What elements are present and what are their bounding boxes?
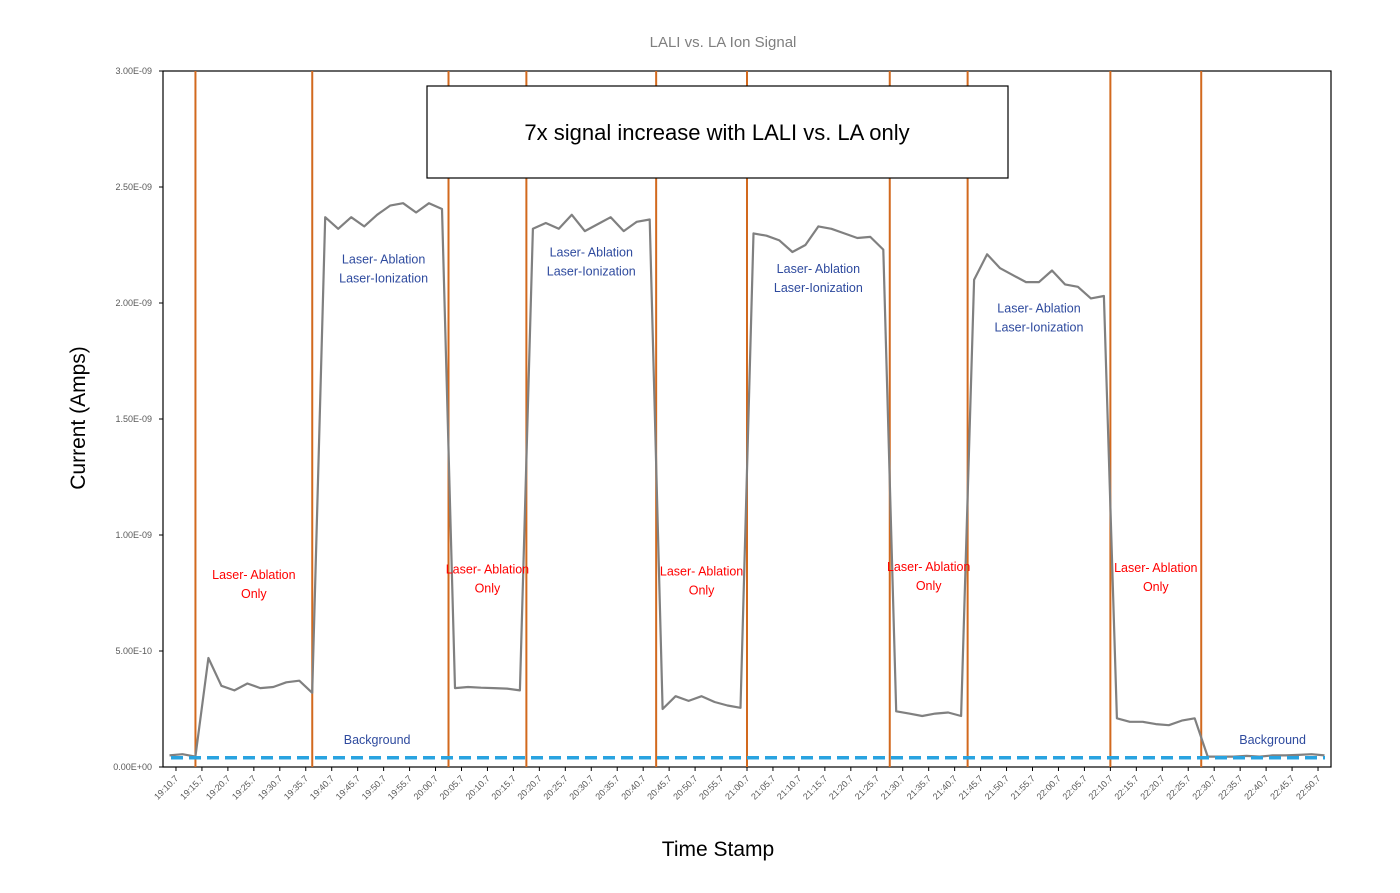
x-tick-label: 19:40.7 [308, 773, 336, 801]
x-tick-label: 21:45.7 [957, 773, 985, 801]
x-tick-label: 19:15.7 [178, 773, 206, 801]
x-tick-label: 21:30.7 [879, 773, 907, 801]
y-tick-label: 5.00E-10 [115, 646, 152, 656]
y-tick-label: 1.00E-09 [115, 530, 152, 540]
region-annotation: Laser- Ablation Only [1114, 561, 1197, 594]
region-annotation: Background [344, 733, 411, 747]
callout: 7x signal increase with LALI vs. LA only [426, 85, 1009, 179]
series-line [169, 202, 1325, 758]
callout-box [426, 85, 1009, 179]
y-tick-label: 2.50E-09 [115, 182, 152, 192]
x-tick-label: 20:20.7 [515, 773, 543, 801]
region-annotation: Laser- Ablation Laser-Ionization [547, 246, 636, 279]
x-tick-label: 20:00.7 [412, 773, 440, 801]
x-axis-label: Time Stamp [662, 838, 774, 861]
y-tick-label: 1.50E-09 [115, 414, 152, 424]
x-axis: 19:10.719:15.719:20.719:25.719:30.719:35… [152, 767, 1322, 802]
x-tick-label: 22:50.7 [1294, 773, 1322, 801]
x-tick-label: 22:15.7 [1112, 773, 1140, 801]
x-tick-label: 19:50.7 [360, 773, 388, 801]
x-tick-label: 22:40.7 [1242, 773, 1270, 801]
x-tick-label: 21:00.7 [723, 773, 751, 801]
x-tick-label: 21:55.7 [1009, 773, 1037, 801]
y-axis-label: Current (Amps) [67, 346, 90, 490]
x-tick-label: 19:20.7 [204, 773, 232, 801]
x-tick-label: 20:45.7 [645, 773, 673, 801]
x-tick-label: 19:55.7 [386, 773, 414, 801]
x-tick-label: 19:25.7 [230, 773, 258, 801]
annotations: Laser- Ablation Only Laser- Ablation Laser-… [212, 246, 1306, 747]
region-annotation: Laser- Ablation Laser-Ionization [995, 301, 1084, 334]
x-tick-label: 21:20.7 [827, 773, 855, 801]
x-tick-label: 19:10.7 [152, 773, 180, 801]
x-tick-label: 22:20.7 [1138, 773, 1166, 801]
callout-text: 7x signal increase with LALI vs. LA only [524, 120, 909, 145]
x-tick-label: 21:50.7 [983, 773, 1011, 801]
x-tick-label: 20:35.7 [593, 773, 621, 801]
x-tick-label: 19:30.7 [256, 773, 284, 801]
region-annotation: Laser- Ablation Laser-Ionization [339, 253, 428, 286]
region-annotation: Laser- Ablation Only [446, 562, 529, 595]
x-tick-label: 19:45.7 [334, 773, 362, 801]
x-tick-label: 22:10.7 [1086, 773, 1114, 801]
region-annotation: Laser- Ablation Only [660, 565, 743, 598]
x-tick-label: 20:30.7 [567, 773, 595, 801]
x-tick-label: 20:15.7 [490, 773, 518, 801]
x-tick-label: 21:10.7 [775, 773, 803, 801]
x-tick-label: 21:40.7 [931, 773, 959, 801]
region-annotation: Laser- Ablation Laser-Ionization [774, 262, 863, 295]
y-axis: 0.00E+00 5.00E-10 1.00E-09 1.50E-09 2.00E-09… [113, 66, 163, 772]
region-annotation: Laser- Ablation Only [887, 560, 970, 593]
x-tick-label: 21:35.7 [905, 773, 933, 801]
x-tick-label: 21:05.7 [749, 773, 777, 801]
x-tick-label: 20:10.7 [464, 773, 492, 801]
region-dividers [194, 71, 1203, 767]
y-tick-label: 2.00E-09 [115, 298, 152, 308]
y-tick-label: 0.00E+00 [113, 762, 152, 772]
x-tick-label: 22:35.7 [1216, 773, 1244, 801]
y-tick-label: 3.00E-09 [115, 66, 152, 76]
x-tick-label: 20:40.7 [619, 773, 647, 801]
x-tick-label: 20:50.7 [671, 773, 699, 801]
x-tick-label: 20:25.7 [541, 773, 569, 801]
x-tick-label: 22:30.7 [1190, 773, 1218, 801]
x-tick-label: 22:45.7 [1268, 773, 1296, 801]
x-tick-label: 22:25.7 [1164, 773, 1192, 801]
x-tick-label: 19:35.7 [282, 773, 310, 801]
x-tick-label: 21:15.7 [801, 773, 829, 801]
x-tick-label: 22:00.7 [1035, 773, 1063, 801]
x-tick-label: 20:05.7 [438, 773, 466, 801]
x-tick-label: 20:55.7 [697, 773, 725, 801]
region-annotation: Laser- Ablation Only [212, 568, 295, 601]
region-annotation: Background [1239, 733, 1306, 747]
series-layer [169, 202, 1325, 758]
chart-title: LALI vs. LA Ion Signal [650, 34, 797, 51]
x-tick-label: 21:25.7 [853, 773, 881, 801]
x-tick-label: 22:05.7 [1061, 773, 1089, 801]
